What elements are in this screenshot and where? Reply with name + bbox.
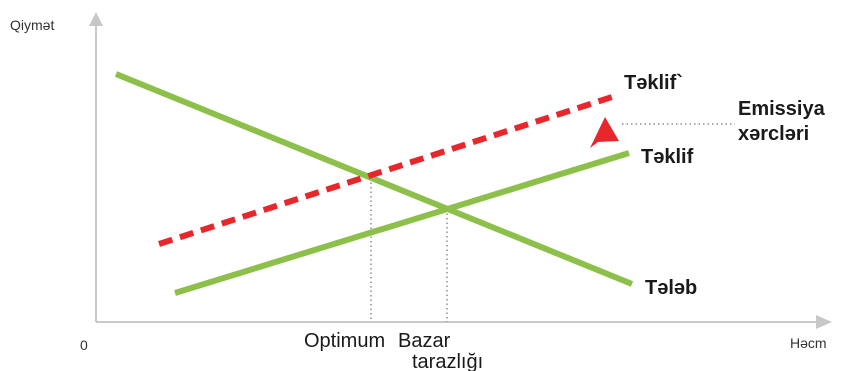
supply-curve [174, 150, 630, 296]
emission-label-line1: Emissiya [738, 98, 826, 120]
y-axis-label: Qiymət [10, 17, 54, 33]
x-axis-arrow [816, 315, 832, 329]
emission-arrow-icon [590, 117, 619, 148]
demand-label: Tələb [645, 277, 697, 299]
supply-shifted-label: Təklif` [624, 72, 683, 94]
market-equilibrium-label-line1: Bazar [398, 330, 451, 352]
supply-shifted-curve [158, 94, 613, 247]
demand-curve [114, 71, 634, 287]
optimum-label: Optimum [304, 330, 385, 352]
y-axis-arrow [89, 12, 103, 26]
supply-label: Təklif [641, 146, 694, 168]
origin-label: 0 [80, 337, 88, 353]
market-equilibrium-label-line2: tarazlığı [412, 351, 483, 371]
x-axis-label: Həcm [790, 335, 827, 351]
emission-label-line2: xərcləri [738, 123, 809, 145]
